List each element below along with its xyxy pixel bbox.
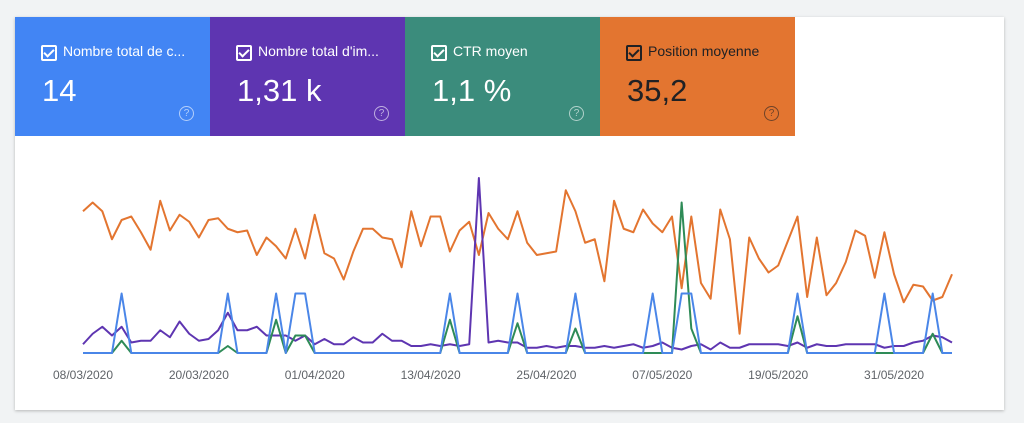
checkbox[interactable] [236,45,252,61]
metric-title: Nombre total de c... [63,43,186,59]
help-icon[interactable]: ? [374,106,389,121]
metric-value: 14 [42,73,77,108]
series-line [83,292,952,354]
help-icon[interactable]: ? [764,106,779,121]
series-line [82,189,953,335]
metric-title: Position moyenne [648,43,760,59]
x-tick-label: 19/05/2020 [748,368,808,382]
metric-value: 35,2 [627,73,688,108]
metric-card[interactable]: CTR moyen 1,1 %? [405,17,600,136]
checkbox[interactable] [626,45,642,61]
checkbox[interactable] [41,45,57,61]
help-icon[interactable]: ? [179,106,194,121]
metric-cards: Nombre total de c... 14? Nombre total d'im… [15,17,795,136]
metric-title: Nombre total d'im... [258,43,379,59]
series-line [83,201,952,354]
x-tick-label: 07/05/2020 [632,368,692,382]
x-tick-label: 13/04/2020 [401,368,461,382]
help-icon[interactable]: ? [569,106,584,121]
x-tick-label: 20/03/2020 [169,368,229,382]
checkbox[interactable] [431,45,447,61]
metric-card[interactable]: Position moyenne 35,2? [600,17,795,136]
x-tick-label: 08/03/2020 [53,368,113,382]
x-tick-label: 31/05/2020 [864,368,924,382]
performance-panel: Nombre total de c... 14? Nombre total d'im… [15,17,1004,410]
metric-value: 1,31 k [237,73,322,108]
x-tick-label: 01/04/2020 [285,368,345,382]
metric-title: CTR moyen [453,43,528,59]
x-tick-label: 25/04/2020 [516,368,576,382]
metric-card[interactable]: Nombre total de c... 14? [15,17,210,136]
chart: 08/03/2020 20/03/2020 01/04/2020 13/04/2020… [53,177,953,382]
metric-card[interactable]: Nombre total d'im... 1,31 k? [210,17,405,136]
metric-value: 1,1 % [432,73,512,108]
